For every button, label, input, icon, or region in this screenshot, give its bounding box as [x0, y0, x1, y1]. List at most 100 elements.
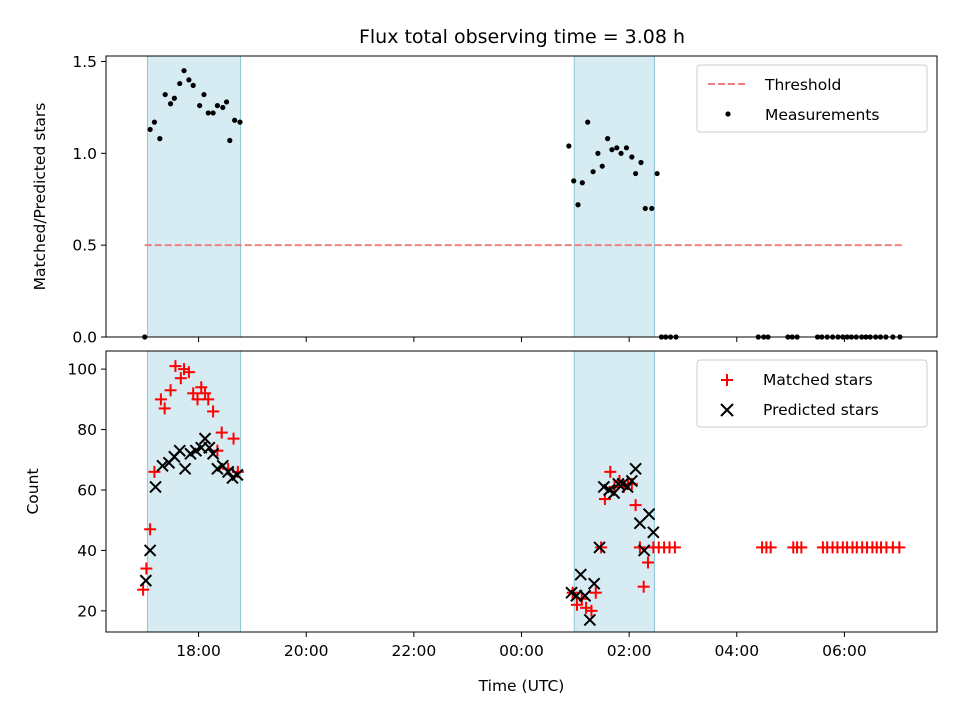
top-y-axis-label: Matched/Predicted stars [31, 103, 49, 291]
top-ytick-label: 0.5 [72, 237, 97, 255]
bottom-matched-stars-point [641, 556, 654, 569]
bottom-ytick-label: 100 [67, 361, 97, 379]
bottom-xtick-label: 06:00 [822, 642, 867, 660]
top-measurements-point [595, 150, 601, 156]
bottom-matched-stars-point [227, 432, 240, 445]
top-measurements-point [629, 154, 635, 160]
legend-matched-swatch [721, 374, 733, 386]
bottom-plot-area [137, 360, 906, 627]
bottom-predicted-stars-point [587, 577, 601, 590]
top-measurements-point [223, 99, 230, 105]
bottom-matched-stars-point [202, 393, 215, 406]
top-measurements-point [214, 102, 221, 109]
x-axis-label: Time (UTC) [478, 677, 565, 695]
top-measurements-point [649, 205, 655, 212]
legend-measurements-swatch [725, 111, 731, 117]
bottom-predicted-stars-point [156, 459, 169, 473]
top-measurements-point [605, 136, 611, 142]
top-measurements-point [162, 91, 168, 98]
bottom-matched-stars-point [893, 541, 906, 554]
top-legend-box [696, 64, 928, 133]
bottom-y-axis-label: Count [24, 468, 42, 514]
top-measurements-point [157, 136, 163, 142]
bottom-predicted-stars-point [206, 447, 220, 460]
bottom-predicted-stars-point [629, 462, 642, 476]
bottom-xtick-label: 22:00 [392, 642, 437, 660]
bottom-matched-stars-point [154, 393, 167, 406]
bottom-predicted-stars-point [143, 544, 157, 557]
bottom-predicted-stars-point [647, 526, 660, 539]
legend-matched-label: Matched stars [763, 371, 873, 389]
bottom-matched-stars-point [137, 583, 150, 596]
legend-predicted-label: Predicted stars [763, 401, 879, 419]
bottom-matched-stars-point [764, 541, 777, 554]
legend-measurements-label: Measurements [765, 106, 880, 124]
bottom-matched-stars-point [140, 562, 153, 575]
bottom-panel: 20 40 60 80 100 18:00 20:00 22:00 00:00 02:00 04:0… [24, 350, 938, 695]
bottom-matched-stars-point [182, 366, 195, 379]
bottom-predicted-stars-point [612, 477, 625, 491]
bottom-predicted-stars-point [198, 432, 212, 445]
bottom-matched-stars-point [164, 384, 177, 397]
bottom-matched-stars-point [589, 586, 602, 599]
top-ytick-label: 1.0 [72, 145, 97, 163]
top-measurements-point [167, 101, 174, 107]
bottom-xtick-label: 18:00 [176, 642, 221, 660]
bottom-ytick-label: 80 [77, 421, 97, 439]
bottom-matched-stars-point [158, 402, 171, 415]
bottom-predicted-stars-point [625, 474, 639, 488]
top-measurements-point [618, 150, 624, 156]
bottom-matched-stars-point [187, 387, 200, 400]
top-measurements-point [609, 147, 615, 153]
top-measurements-point [642, 205, 648, 212]
bottom-predicted-stars-point [583, 613, 597, 627]
chart-title: Flux total observing time = 3.08 h [359, 26, 685, 48]
top-measurements-point [623, 145, 630, 151]
bottom-ytick-label: 60 [77, 481, 97, 499]
bottom-legend-box [696, 359, 928, 428]
top-measurements-point [190, 82, 196, 88]
bottom-matched-stars-point [604, 465, 617, 478]
bottom-matched-stars-point [144, 523, 157, 536]
bottom-legend: Matched stars Predicted stars [696, 359, 928, 428]
top-measurements-point [227, 137, 233, 144]
bottom-predicted-stars-point [593, 541, 606, 554]
bottom-matched-stars-point [148, 465, 161, 478]
bottom-predicted-stars-point [139, 574, 153, 587]
top-measurements-point [201, 91, 207, 98]
bottom-matched-stars-point [570, 598, 583, 611]
top-measurements-point [638, 159, 644, 166]
top-shaded-interval-0 [146, 55, 242, 338]
legend-predicted-swatch [720, 403, 734, 417]
bottom-predicted-stars-point [221, 465, 235, 479]
bottom-matched-stars-point [191, 393, 204, 406]
top-measurements-point [177, 80, 183, 87]
bottom-matched-stars-point [195, 381, 208, 394]
bottom-predicted-stars-point [178, 462, 192, 476]
top-ytick-label: 0.0 [72, 329, 97, 347]
bottom-axis-ticks: 20 40 60 80 100 18:00 20:00 22:00 00:00 02:00 04:0… [67, 361, 866, 660]
bottom-predicted-stars-point [574, 568, 587, 581]
top-shaded-interval-1 [573, 55, 655, 338]
bottom-xtick-label: 00:00 [499, 642, 544, 660]
bottom-ytick-label: 20 [77, 602, 97, 620]
bottom-xtick-label: 04:00 [714, 642, 759, 660]
bottom-matched-stars-point [795, 541, 808, 554]
legend-threshold-label: Threshold [764, 76, 841, 94]
top-measurements-point [210, 110, 216, 116]
bottom-matched-stars-point [174, 372, 187, 385]
top-measurements-point [147, 126, 153, 133]
top-shaded-intervals [146, 55, 655, 338]
bottom-matched-stars-point [215, 426, 228, 439]
bottom-predicted-stars-point [149, 480, 162, 494]
top-measurements-point [575, 202, 581, 208]
bottom-xtick-label: 02:00 [607, 642, 652, 660]
top-measurements-point [232, 117, 238, 123]
top-measurements-point [585, 119, 591, 125]
bottom-matched-stars-point [207, 405, 220, 418]
bottom-matched-stars-point [668, 541, 681, 554]
top-measurements-point [654, 170, 660, 177]
top-legend: Threshold Measurements [696, 64, 928, 133]
bottom-matched-stars-point [595, 541, 608, 554]
